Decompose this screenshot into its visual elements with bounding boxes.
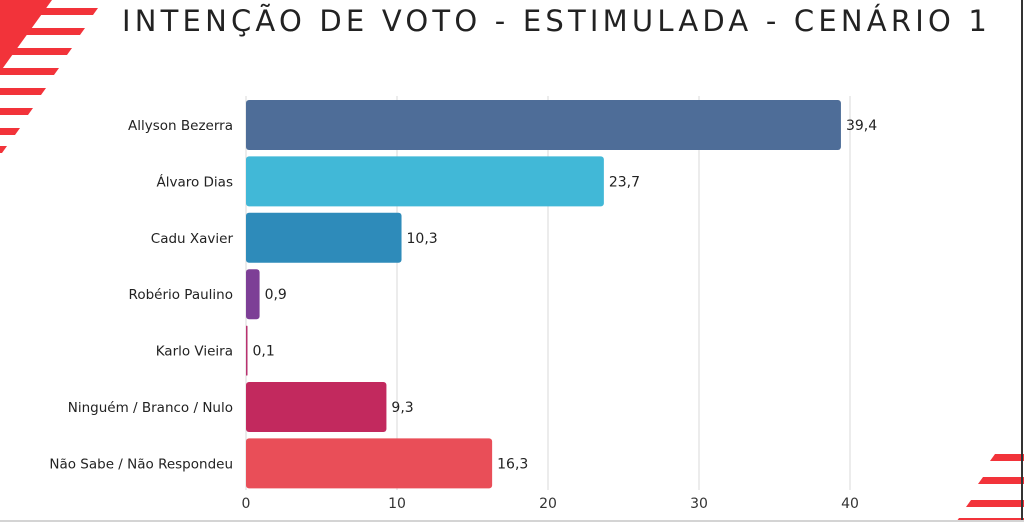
x-tick-label: 30 [690, 496, 708, 512]
stripe [990, 454, 1024, 461]
stripe [0, 108, 33, 115]
x-tick-label: 40 [841, 496, 859, 512]
x-tick-label: 10 [388, 496, 406, 512]
value-labels: 39,4 23,7 10,3 0,9 0,1 9,3 16,3 [253, 118, 878, 472]
category-label: Allyson Bezerra [128, 118, 233, 134]
decorative-stripes-top-left [0, 0, 98, 153]
window-edge-right [1021, 0, 1023, 522]
bar [246, 100, 841, 150]
bar [246, 269, 260, 320]
category-labels: Allyson Bezerra Álvaro Dias Cadu Xavier Rob… [49, 118, 233, 472]
value-label: 10,3 [407, 231, 438, 247]
bar [246, 382, 387, 432]
category-label: Robério Paulino [129, 287, 233, 303]
bar [246, 325, 248, 376]
stripe [0, 146, 7, 153]
stripe [0, 48, 72, 55]
category-label: Cadu Xavier [151, 231, 234, 247]
bars [246, 100, 841, 489]
stripe [966, 500, 1024, 507]
stripe [0, 128, 20, 135]
value-label: 16,3 [497, 456, 528, 472]
stripe [0, 68, 59, 75]
bar [246, 438, 493, 489]
window-edge-bottom [0, 520, 1024, 522]
value-label: 39,4 [846, 118, 877, 134]
chart-title: INTENÇÃO DE VOTO - ESTIMULADA - CENÁRIO … [122, 4, 992, 38]
bar [246, 212, 402, 263]
category-label: Ninguém / Branco / Nulo [68, 400, 233, 416]
category-label: Karlo Vieira [156, 344, 233, 360]
stripe [0, 88, 46, 95]
stripe [0, 8, 98, 15]
value-label: 23,7 [609, 174, 640, 190]
category-label: Álvaro Dias [156, 173, 233, 190]
x-axis-ticks: 0 10 20 30 40 [242, 496, 859, 512]
value-label: 0,1 [253, 344, 275, 360]
x-tick-label: 20 [539, 496, 557, 512]
stripe [978, 477, 1024, 484]
bar [246, 156, 604, 207]
stripe [0, 28, 85, 35]
x-tick-label: 0 [242, 496, 251, 512]
value-label: 0,9 [265, 287, 287, 303]
value-label: 9,3 [391, 400, 413, 416]
category-label: Não Sabe / Não Respondeu [49, 456, 233, 472]
